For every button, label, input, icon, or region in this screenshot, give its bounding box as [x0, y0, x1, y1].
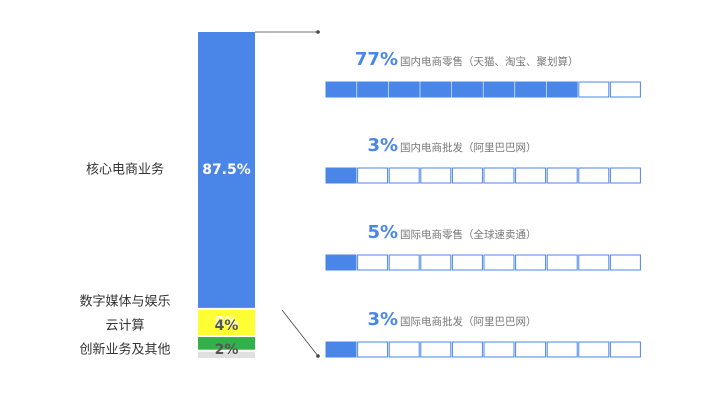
meter-block-empty [609, 254, 641, 271]
meter-block-empty [357, 341, 389, 358]
legend-label: 云计算 [105, 319, 144, 334]
value-label: 3% [367, 135, 398, 156]
meter-block-empty [515, 254, 547, 271]
meter-block-empty [388, 254, 420, 271]
meter-block-filled [546, 81, 578, 98]
meter-block-empty [578, 341, 610, 358]
meter-block-empty [451, 167, 483, 184]
meter-block-empty [483, 254, 515, 271]
meter-block-filled [483, 81, 515, 98]
category-label: 国内电商批发（阿里巴巴网） [400, 141, 537, 154]
bar-segment [198, 351, 255, 358]
legend-label: 核心电商业务 [86, 161, 164, 177]
meter-label: 5% [367, 222, 398, 243]
value-label: 2% [215, 342, 239, 358]
meter-block-empty [609, 167, 641, 184]
meter-block-filled [388, 81, 420, 98]
meter-block-filled [357, 81, 389, 98]
meter-block-filled [325, 167, 357, 184]
meter-block-filled [420, 81, 452, 98]
meter-block-empty [451, 254, 483, 271]
meter-block-empty [420, 254, 452, 271]
meter-block-empty [578, 167, 610, 184]
legend-label: 创新业务及其他 [79, 342, 170, 358]
meter-label: 3% [367, 135, 398, 156]
legend-label: 数字媒体与娱乐 [79, 295, 170, 310]
meter-block-empty [420, 341, 452, 358]
value-label: 77% [355, 49, 398, 70]
meter-block-empty [515, 167, 547, 184]
meter-block-empty [609, 341, 641, 358]
meter-block-empty [515, 341, 547, 358]
meter-block-empty [578, 81, 610, 98]
meter-block-empty [357, 167, 389, 184]
category-label: 国际电商批发（阿里巴巴网） [400, 315, 537, 328]
meter-block-filled [325, 254, 357, 271]
meter-block-empty [546, 254, 578, 271]
meter-block-filled [451, 81, 483, 98]
connector-dot [316, 354, 320, 358]
bar-segment [198, 32, 255, 308]
category-label: 国际电商零售（全球速卖通） [400, 228, 537, 241]
value-label: 3% [367, 309, 398, 330]
meter-block-empty [609, 81, 641, 98]
value-label: 4% [215, 318, 239, 334]
connector-dot [316, 30, 320, 34]
meter-block-empty [420, 167, 452, 184]
bar-segment [198, 337, 255, 350]
meter-label: 3% [367, 309, 398, 330]
meter-block-empty [483, 167, 515, 184]
connector-bottom [281, 309, 319, 357]
meter-block-empty [388, 341, 420, 358]
value-label: 87.5% [202, 162, 251, 178]
meter-label: 77% [355, 49, 398, 70]
meter-block-filled [515, 81, 547, 98]
bar-segment [198, 309, 255, 336]
meter-block-empty [483, 341, 515, 358]
meter-block-filled [325, 81, 357, 98]
value-label: 5% [367, 222, 398, 243]
meter-block-empty [451, 341, 483, 358]
meter-block-empty [546, 341, 578, 358]
category-label: 国内电商零售（天猫、淘宝、聚划算） [400, 55, 579, 68]
meter-block-empty [578, 254, 610, 271]
value-label: 8% [215, 314, 239, 330]
meter-block-empty [357, 254, 389, 271]
meter-block-empty [388, 167, 420, 184]
meter-block-filled [325, 341, 357, 358]
meter-block-empty [546, 167, 578, 184]
